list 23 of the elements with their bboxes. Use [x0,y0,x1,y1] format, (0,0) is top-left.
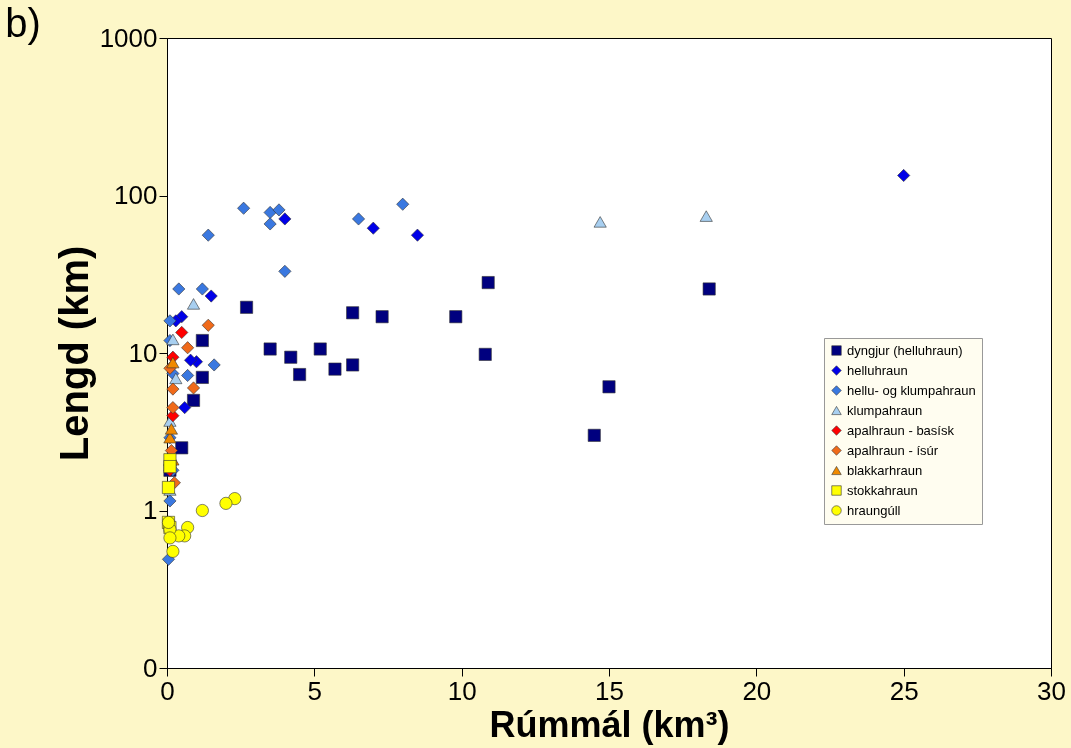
x-tick-label: 30 [1037,675,1066,706]
x-tick-label: 5 [307,675,323,706]
legend-label: stokkahraun [847,482,918,498]
x-axis-title: Rúmmál (km³) [489,703,730,745]
y-tick-label: 100 [114,180,158,210]
x-tick-label: 20 [742,675,772,706]
y-tick-label: 1000 [99,22,158,53]
legend-label: apalhraun - basísk [847,422,955,438]
y-axis-title: Lengd (km) [51,245,96,462]
y-tick-label: 10 [128,337,158,368]
legend-label: dyngjur (helluhraun) [847,342,963,358]
y-tick-label: 0 [143,652,158,683]
legend-label: helluhraun [847,362,908,378]
legend-label: klumpahraun [847,402,923,418]
chart-title: b) [5,1,41,45]
legend-label: hellu- og klumpahraun [847,382,976,398]
x-tick-label: 10 [447,675,477,706]
legend-label: apalhraun - ísúr [847,442,939,458]
legend-label: hraungúll [847,502,901,518]
x-tick-label: 25 [889,675,919,706]
legend-label: blakkarhraun [847,462,923,478]
y-tick-label: 1 [143,495,158,525]
x-tick-label: 15 [595,675,624,706]
